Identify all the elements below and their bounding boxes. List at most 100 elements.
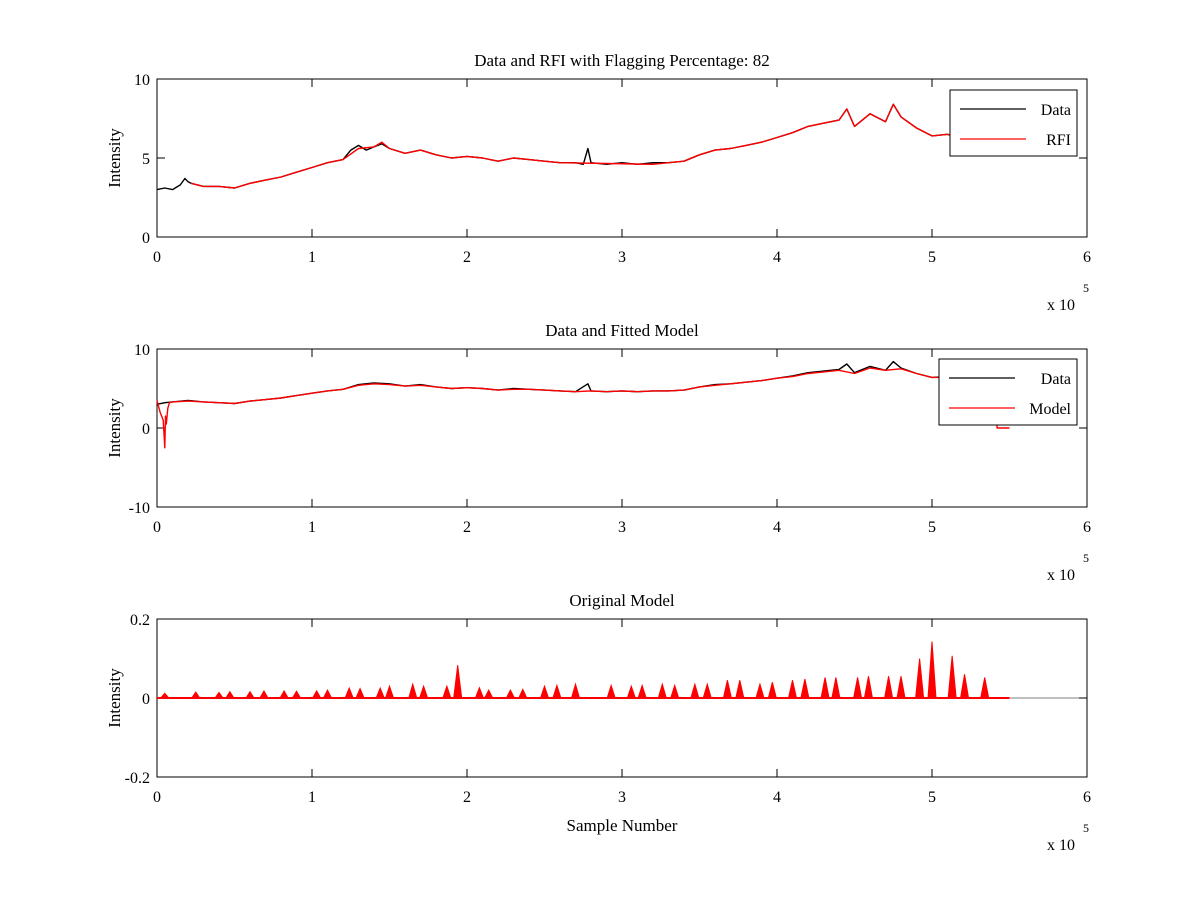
spike-mark (375, 686, 385, 699)
chart-title: Data and Fitted Model (545, 321, 699, 340)
spike-mark (291, 690, 302, 699)
spike-mark (657, 682, 667, 699)
series-spikes (157, 641, 1087, 699)
subplot-1: 0 1 2 3 4 5 6 0 5 10 x 10 5 Data and RFI with Flaggi… (105, 51, 1091, 314)
spike-mark (670, 683, 680, 699)
y-axis-label: Intensity (105, 398, 124, 458)
legend: Data Model (938, 358, 1078, 426)
legend: Data RFI (949, 89, 1078, 157)
x-tick-label: 6 (1083, 789, 1091, 806)
spike-mark (947, 655, 957, 699)
spike-mark (518, 688, 528, 699)
x-exponent-base: x 10 (1047, 567, 1075, 584)
spike-mark (322, 688, 333, 699)
spike-mark (735, 680, 745, 699)
x-tick-label: 5 (928, 249, 936, 266)
y-tick-label: 0 (142, 691, 150, 708)
x-tick-label: 2 (463, 249, 471, 266)
x-axis-label: Sample Number (567, 816, 678, 835)
spike-mark (214, 691, 224, 699)
x-tick-label: 2 (463, 519, 471, 536)
spike-mark (539, 684, 550, 699)
x-tick-label: 1 (308, 249, 316, 266)
spike-mark (442, 684, 452, 699)
x-tick-label: 5 (928, 519, 936, 536)
legend-label: Data (1041, 102, 1071, 119)
y-tick-label: -0.2 (125, 770, 150, 787)
x-exponent-base: x 10 (1047, 297, 1075, 314)
y-tick-label: 10 (134, 342, 150, 359)
series-line-rfi (190, 103, 1010, 189)
spike-mark (474, 686, 485, 699)
spike-mark (483, 688, 494, 699)
spike-mark (505, 688, 516, 699)
spike-mark (927, 641, 937, 699)
y-tick-label: -10 (129, 500, 150, 517)
legend-label: Model (1029, 401, 1071, 418)
x-tick-label: 0 (153, 249, 161, 266)
spike-mark (980, 677, 990, 699)
x-tick-label: 0 (153, 789, 161, 806)
spike-mark (852, 677, 863, 699)
spike-mark (863, 676, 874, 699)
spike-mark (767, 682, 777, 699)
x-tick-label: 3 (618, 789, 626, 806)
series-line-model (156, 367, 1010, 449)
spike-mark (800, 678, 810, 699)
spike-mark (159, 692, 170, 699)
spike-mark (915, 658, 925, 699)
spike-mark (190, 691, 201, 699)
axes-box (156, 348, 1088, 508)
spike-mark (637, 683, 647, 699)
x-exponent-power: 5 (1083, 551, 1089, 565)
x-tick-label: 5 (928, 789, 936, 806)
y-tick-label: 0 (142, 230, 150, 247)
chart-title: Original Model (569, 591, 675, 610)
x-tick-label: 6 (1083, 249, 1091, 266)
x-tick-label: 1 (308, 789, 316, 806)
spike-mark (453, 665, 463, 699)
x-exponent-power: 5 (1083, 821, 1089, 835)
legend-label: RFI (1046, 132, 1071, 149)
x-tick-label: 3 (618, 519, 626, 536)
spike-mark (690, 682, 700, 699)
spike-mark (959, 674, 970, 699)
spike-mark (245, 690, 255, 699)
y-tick-label: 0 (142, 421, 150, 438)
spike-mark (820, 677, 830, 699)
spike-mark (279, 689, 289, 699)
x-tick-label: 2 (463, 789, 471, 806)
spike-mark (259, 689, 269, 699)
spike-mark (883, 676, 894, 699)
spike-mark (831, 677, 841, 699)
spike-mark (896, 676, 906, 699)
y-tick-label: 0.2 (130, 612, 150, 629)
spike-mark (626, 684, 636, 699)
x-exponent-power: 5 (1083, 281, 1089, 295)
spike-mark (344, 686, 354, 699)
spike-mark (418, 684, 429, 699)
spike-mark (408, 682, 418, 699)
y-tick-label: 10 (134, 72, 150, 89)
spike-mark (787, 680, 798, 699)
spike-mark (311, 689, 322, 699)
spike-mark (755, 682, 765, 699)
chart-title: Data and RFI with Flagging Percentage: 8… (474, 51, 770, 70)
x-tick-label: 6 (1083, 519, 1091, 536)
x-tick-label: 0 (153, 519, 161, 536)
axes-box (156, 78, 1088, 238)
spike-mark (355, 687, 365, 699)
legend-label: Data (1041, 371, 1071, 388)
legend-box (949, 89, 1078, 157)
x-tick-label: 4 (773, 519, 781, 536)
spike-mark (606, 683, 616, 699)
spike-mark (722, 680, 733, 699)
y-tick-label: 5 (142, 151, 150, 168)
spike-mark (224, 690, 235, 699)
y-axis-label: Intensity (105, 128, 124, 188)
x-tick-label: 4 (773, 789, 781, 806)
spike-mark (702, 682, 712, 699)
x-tick-label: 1 (308, 519, 316, 536)
